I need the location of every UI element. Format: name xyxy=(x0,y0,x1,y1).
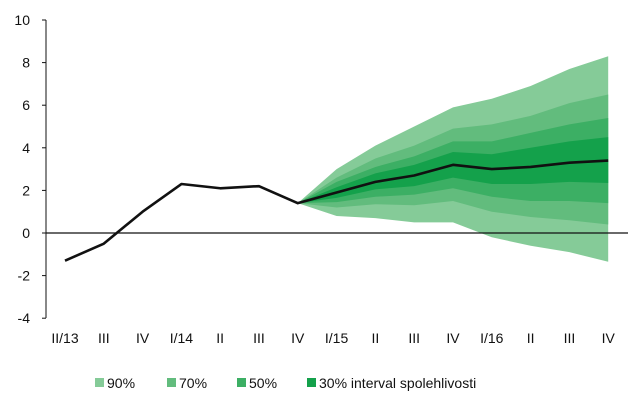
legend-swatch xyxy=(237,378,246,387)
legend-label: 70% xyxy=(179,375,207,391)
x-tick-label: IV xyxy=(446,330,460,346)
x-tick-label: I/14 xyxy=(170,330,194,346)
legend-label: 30% interval spolehlivosti xyxy=(319,375,476,391)
y-tick-label: 8 xyxy=(22,55,30,71)
legend-swatch xyxy=(307,378,316,387)
y-tick-label: 10 xyxy=(14,12,30,28)
legend-swatch xyxy=(95,378,104,387)
x-tick-label: IV xyxy=(136,330,150,346)
legend-swatch xyxy=(167,378,176,387)
x-tick-label: III xyxy=(98,330,110,346)
x-tick-label: II xyxy=(372,330,380,346)
legend-label: 50% xyxy=(249,375,277,391)
x-tick-label: III xyxy=(253,330,265,346)
x-tick-label: IV xyxy=(291,330,305,346)
y-tick-label: -2 xyxy=(18,268,31,284)
legend: 90% 70% 50% 30% interval spolehlivosti xyxy=(95,375,476,391)
x-tick-label: II xyxy=(527,330,535,346)
forecast-line xyxy=(64,159,609,262)
x-tick-label: II/13 xyxy=(51,330,78,346)
x-tick-label: III xyxy=(564,330,576,346)
confidence-bands xyxy=(297,56,609,262)
x-tick-label: I/15 xyxy=(325,330,349,346)
legend-label: 90% xyxy=(107,375,135,391)
y-tick-label: -4 xyxy=(18,310,31,326)
band-3 xyxy=(297,137,609,204)
y-tick-label: 6 xyxy=(22,97,30,113)
y-tick-label: 4 xyxy=(22,140,30,156)
x-tick-label: III xyxy=(408,330,420,346)
y-tick-label: 2 xyxy=(22,182,30,198)
y-tick-label: 0 xyxy=(22,225,30,241)
x-tick-label: II xyxy=(216,330,224,346)
x-tick-label: IV xyxy=(602,330,616,346)
x-labels: II/13 III IV I/14 II III IV I/15 II III IV I/16 II II… xyxy=(51,330,615,346)
y-ticks: -4 -2 0 2 4 6 8 10 xyxy=(14,12,46,326)
x-tick-label: I/16 xyxy=(480,330,504,346)
